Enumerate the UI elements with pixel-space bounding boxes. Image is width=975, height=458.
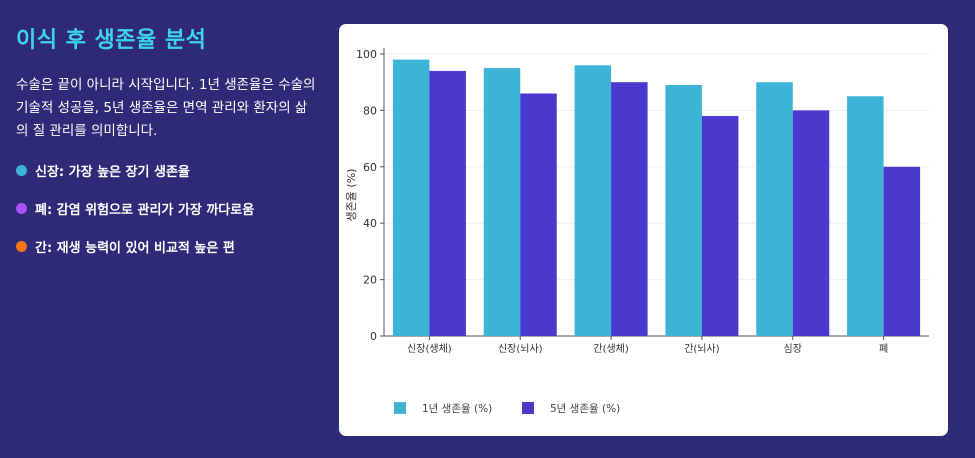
bar-year1: [756, 82, 793, 336]
bullet-liver: 간: 재생 능력이 있어 비교적 높은 편: [16, 237, 316, 256]
bullet-text: 폐: 감염 위험으로 관리가 가장 까다로움: [35, 203, 255, 218]
y-tick-label: 100: [356, 48, 377, 61]
y-tick-label: 0: [370, 330, 377, 343]
x-tick-label: 심장: [784, 343, 802, 355]
bullet-text: 간: 재생 능력이 있어 비교적 높은 편: [35, 241, 235, 256]
survival-bar-chart: 0 20 40 60 80 100 생존율 (%) 신장(생체) 신장(뇌사) 간(생체) 간(뇌사…: [345, 48, 929, 415]
bullet-dot-icon: [16, 203, 27, 214]
bar-year1: [847, 96, 884, 336]
bar-year1: [483, 68, 521, 336]
bar-year5: [883, 166, 921, 336]
description-text: 수술은 끝이 아니라 시작입니다. 1년 생존율은 수술의 기술적 성공을, 5…: [16, 77, 316, 139]
bar-year5: [520, 93, 557, 336]
legend-swatch: [522, 402, 534, 414]
chart-card: 0 20 40 60 80 100 생존율 (%) 신장(생체) 신장(뇌사) 간(생체) 간(뇌사…: [339, 24, 948, 436]
page-title: 이식 후 생존율 분석: [16, 28, 207, 53]
bullet-dot-icon: [16, 241, 27, 252]
bar-year5: [792, 110, 830, 337]
y-tick-label: 40: [363, 217, 377, 230]
legend-label: 5년 생존율 (%): [550, 403, 620, 415]
bar-year1: [574, 65, 612, 336]
y-tick-label: 80: [363, 104, 377, 117]
legend-label: 1년 생존율 (%): [422, 403, 492, 415]
bar-year1: [392, 59, 430, 336]
bar-year5: [701, 116, 739, 336]
bar-year1: [665, 85, 702, 336]
bullet-dot-icon: [16, 165, 27, 176]
x-tick-label: 신장(생체): [407, 343, 452, 355]
y-tick-label: 20: [363, 274, 377, 287]
bar-year5: [429, 70, 466, 337]
x-tick-label: 폐: [879, 343, 888, 355]
bar-year5: [611, 82, 648, 336]
x-tick-label: 간(생체): [593, 343, 629, 355]
y-tick-label: 60: [363, 161, 377, 174]
bullet-kidney: 신장: 가장 높은 장기 생존율: [16, 161, 316, 180]
x-tick-label: 간(뇌사): [684, 343, 720, 355]
y-axis-label: 생존율 (%): [345, 169, 358, 222]
bullet-lung: 폐: 감염 위험으로 관리가 가장 까다로움: [16, 199, 316, 218]
x-tick-label: 신장(뇌사): [498, 343, 543, 355]
bullet-text: 신장: 가장 높은 장기 생존율: [35, 165, 190, 180]
info-panel: 이식 후 생존율 분석 수술은 끝이 아니라 시작입니다. 1년 생존율은 수술…: [16, 22, 316, 275]
legend-swatch: [394, 402, 406, 414]
